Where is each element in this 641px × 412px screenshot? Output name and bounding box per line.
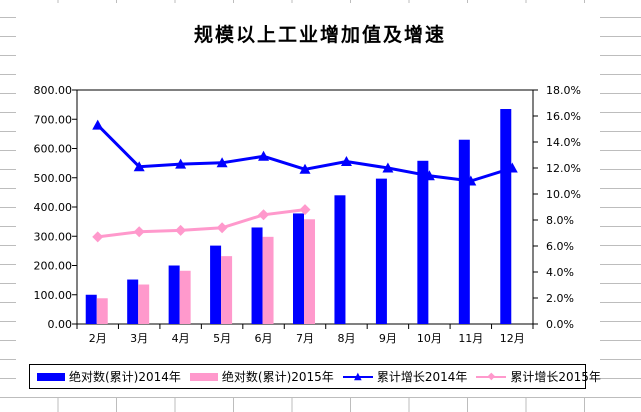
diamond-marker-icon [216,222,228,234]
right-axis-label: 6.0% [546,240,574,253]
bar-2015 [221,256,233,324]
bar-2015 [304,219,315,324]
legend-item-1[interactable]: 绝对数(累计)2014年 [37,368,181,385]
bar-2015 [96,298,108,324]
category-label: 8月 [337,332,355,345]
triangle-marker-icon [216,157,228,168]
triangle-marker-icon [423,170,435,181]
legend-swatch-bar [189,372,218,381]
triangle-marker-icon: ▲ [353,370,362,382]
legend-label: 累计增长2014年 [376,370,468,384]
right-axis-label: 14.0% [546,136,581,149]
right-axis-label: 2.0% [546,292,574,305]
bar-2014 [458,139,470,324]
category-label: 5月 [213,332,231,345]
legend-label: 绝对数(累计)2014年 [69,370,181,384]
chart-title: 规模以上工业增加值及增速 [193,24,446,46]
left-axis-label: 800.00 [34,84,73,97]
right-axis-label: 10.0% [546,188,581,201]
legend-item-3[interactable]: ▲ 累计增长2014年 [342,368,468,385]
bar-2014 [293,213,304,324]
diamond-marker-icon [175,224,187,236]
bar-2015 [179,270,191,324]
legend-swatch-line: ▲ [342,370,373,383]
bar-2015 [138,284,150,324]
plot-area: 800.00 700.00 600.00 500.00 400.00 300.00 200.… [34,84,581,345]
legend-swatch-line: ◆ [476,370,507,383]
category-label: 7月 [296,332,314,345]
left-axis-label: 700.00 [34,113,73,126]
triangle-marker-icon [382,162,394,173]
diamond-marker-icon: ◆ [487,370,496,382]
bar-2014 [168,265,180,324]
left-axis-label: 400.00 [34,201,73,214]
bar-2014 [375,178,387,324]
legend-item-4[interactable]: ◆ 累计增长2015年 [476,368,601,385]
category-label: 3月 [130,332,148,345]
triangle-marker-icon [340,156,352,166]
right-axis-label: 12.0% [546,162,581,175]
right-axis-label: 4.0% [546,266,574,279]
right-axis-label: 16.0% [546,110,581,123]
chart-object[interactable]: 规模以上工业增加值及增速 800.00 700.00 600.00 500.00 400… [16,3,601,397]
triangle-marker-icon [258,150,270,161]
legend-line-stroke [342,375,373,378]
left-axis-label: 200.00 [34,260,73,273]
bar-2014 [210,245,222,324]
category-label: 11月 [458,332,483,345]
category-label: 9月 [379,332,397,345]
triangle-marker-icon [465,175,477,186]
triangle-marker-icon [506,162,518,173]
diamond-marker-icon [133,226,145,238]
triangle-marker-icon [92,119,104,130]
bar-2014 [334,195,346,324]
diamond-marker-icon [299,204,311,216]
chart-legend[interactable]: 绝对数(累计)2014年 绝对数(累计)2015年 ▲ 累计增长2014年 ◆ 累计增长2… [29,364,601,389]
legend-label: 累计增长2015年 [510,370,601,384]
left-axis-label: 600.00 [34,143,73,156]
category-label: 12月 [500,332,525,345]
triangle-marker-icon [175,158,187,169]
bar-2014 [127,279,139,324]
bar-2014 [85,294,97,324]
bar-2014 [251,227,263,324]
category-label: 6月 [255,332,273,345]
legend-label: 绝对数(累计)2015年 [221,370,334,384]
triangle-marker-icon [133,161,145,172]
left-axis-label: 500.00 [34,172,73,185]
legend-item-2[interactable]: 绝对数(累计)2015年 [189,368,334,385]
bar-2014 [500,109,512,324]
right-axis-label: 18.0% [546,84,581,97]
diamond-marker-icon [92,231,104,243]
diamond-marker-icon [258,209,270,221]
legend-line-stroke [476,375,507,378]
triangle-marker-icon [299,163,311,174]
left-axis-label: 300.00 [34,230,73,243]
legend-swatch-bar [37,372,65,381]
bar-2015 [262,236,274,324]
category-label: 2月 [89,332,107,345]
right-axis-label: 0.0% [546,318,574,331]
left-axis-label: 0.00 [48,318,73,331]
left-axis-label: 100.00 [34,289,73,302]
category-label: 10月 [417,332,442,345]
category-label: 4月 [172,332,190,345]
bar-2014 [417,160,429,324]
growth-line-2015 [97,208,306,239]
right-axis-label: 8.0% [546,214,574,227]
